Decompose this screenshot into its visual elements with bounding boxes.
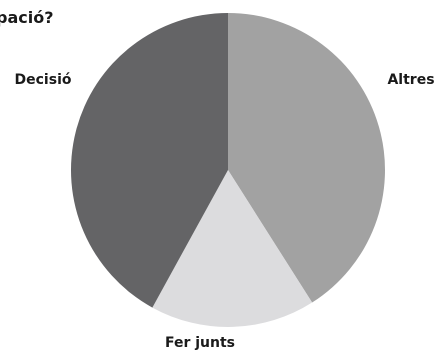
pie-slice-decisi- <box>70 13 228 308</box>
slice-label-altres: Altres <box>387 72 434 88</box>
pie-slice-fer-junts <box>152 170 313 328</box>
pie-slice-altres <box>228 13 385 303</box>
slice-label-decisi-: Decisió <box>15 72 72 88</box>
slice-label-fer-junts: Fer junts <box>165 335 235 351</box>
chart-title: pació? <box>0 8 54 27</box>
